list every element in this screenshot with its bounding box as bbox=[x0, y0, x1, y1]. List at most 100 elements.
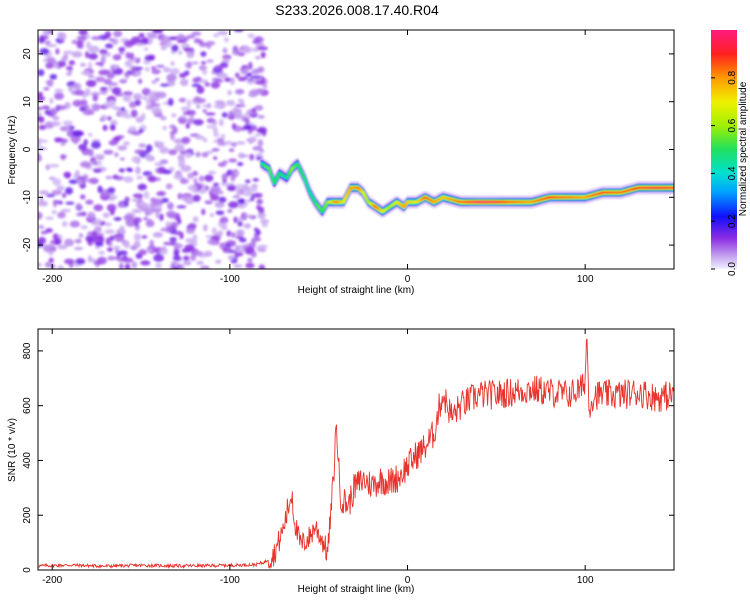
ridge-cell bbox=[297, 166, 301, 169]
noise-blob bbox=[106, 203, 117, 212]
noise-blob bbox=[155, 64, 165, 68]
noise-blob bbox=[217, 30, 229, 36]
noise-blob bbox=[141, 37, 149, 42]
noise-blob bbox=[78, 30, 88, 36]
noise-blob bbox=[173, 266, 180, 269]
noise-blob bbox=[75, 169, 80, 176]
noise-blob bbox=[88, 45, 100, 54]
noise-blob bbox=[65, 201, 75, 205]
noise-blob bbox=[38, 69, 45, 77]
colorbar-tick-label: 0.2 bbox=[727, 214, 738, 228]
ridge-cell bbox=[284, 177, 289, 180]
noise-blob bbox=[99, 87, 108, 91]
noise-blob bbox=[88, 177, 99, 185]
noise-blob bbox=[182, 111, 192, 116]
snr-frame bbox=[37, 328, 675, 571]
noise-blob bbox=[104, 229, 116, 234]
noise-blob bbox=[221, 112, 228, 118]
ridge-cell bbox=[341, 201, 346, 203]
ridge-cell bbox=[299, 170, 303, 172]
noise-blob bbox=[65, 124, 70, 132]
noise-blob bbox=[238, 198, 246, 205]
noise-blob bbox=[160, 35, 170, 44]
noise-blob bbox=[252, 185, 258, 192]
snr-ticks: -200 -100 0 100 0 200 400 600 800 bbox=[22, 329, 674, 586]
noise-blob bbox=[134, 72, 142, 76]
noise-blob bbox=[138, 143, 147, 148]
noise-blob bbox=[79, 161, 91, 168]
noise-blob bbox=[114, 234, 125, 243]
noise-blob bbox=[206, 150, 214, 154]
ridge-cell bbox=[287, 172, 292, 175]
noise-blob bbox=[149, 239, 155, 248]
noise-blob bbox=[72, 99, 83, 107]
noise-blob bbox=[123, 72, 131, 77]
x-tick-label: 100 bbox=[577, 274, 594, 285]
noise-blob bbox=[198, 175, 205, 182]
noise-blob bbox=[161, 197, 169, 203]
noise-blob bbox=[207, 170, 217, 175]
noise-blob bbox=[202, 266, 208, 269]
noise-blob bbox=[243, 124, 252, 130]
noise-blob bbox=[151, 107, 162, 116]
noise-blob bbox=[61, 192, 67, 198]
noise-blob bbox=[223, 37, 229, 43]
noise-blob bbox=[109, 235, 115, 241]
noise-blob bbox=[71, 51, 83, 58]
x-tick-label: 0 bbox=[405, 575, 411, 586]
ridge-cell bbox=[342, 199, 347, 202]
noise-blob bbox=[247, 33, 255, 39]
noise-blob bbox=[191, 31, 202, 36]
ridge-cell bbox=[363, 194, 367, 197]
noise-blob bbox=[151, 80, 157, 84]
noise-blob bbox=[254, 55, 261, 60]
noise-blob bbox=[169, 237, 177, 242]
ridge-cell bbox=[272, 182, 277, 184]
noise-blob bbox=[46, 57, 56, 64]
noise-blob bbox=[221, 173, 228, 181]
noise-blob bbox=[167, 202, 174, 210]
x-tick-label: -100 bbox=[220, 274, 240, 285]
noise-blob bbox=[173, 243, 184, 249]
ridge-cell bbox=[275, 177, 279, 180]
noise-blob bbox=[248, 61, 253, 70]
noise-blob bbox=[123, 91, 133, 96]
noise-blob bbox=[80, 70, 92, 76]
noise-blob bbox=[107, 187, 116, 194]
noise-blob bbox=[257, 46, 269, 51]
noise-blob bbox=[58, 32, 67, 41]
noise-blob bbox=[228, 249, 238, 253]
noise-blob bbox=[231, 122, 237, 130]
noise-blob bbox=[69, 220, 81, 228]
noise-blob bbox=[40, 230, 48, 235]
ridge-cell bbox=[346, 192, 350, 195]
noise-blob bbox=[91, 140, 101, 149]
noise-blob bbox=[105, 175, 113, 180]
noise-blob bbox=[48, 257, 54, 264]
noise-blob bbox=[260, 51, 266, 59]
noise-blob bbox=[107, 116, 112, 121]
noise-blob bbox=[243, 223, 252, 229]
y-tick-label: 200 bbox=[22, 506, 33, 523]
noise-blob bbox=[213, 182, 220, 187]
noise-blob bbox=[63, 50, 74, 55]
y-tick-label: -10 bbox=[22, 190, 33, 205]
noise-blob bbox=[234, 252, 244, 257]
noise-blob bbox=[87, 75, 95, 79]
noise-blob bbox=[211, 148, 220, 152]
noise-blob bbox=[202, 224, 208, 232]
noise-blob bbox=[250, 75, 261, 79]
noise-blob bbox=[193, 177, 198, 184]
noise-blob bbox=[155, 77, 160, 82]
noise-blob bbox=[97, 256, 107, 265]
ridge-cell bbox=[268, 170, 272, 172]
noise-blob bbox=[72, 83, 80, 89]
ridge-cell bbox=[347, 188, 352, 191]
noise-blob bbox=[146, 32, 157, 37]
y-tick-label: 600 bbox=[22, 397, 33, 414]
noise-blob bbox=[234, 88, 245, 95]
noise-blob bbox=[100, 114, 108, 122]
noise-blob bbox=[85, 41, 92, 50]
noise-blob bbox=[143, 217, 148, 221]
noise-blob bbox=[117, 145, 128, 151]
